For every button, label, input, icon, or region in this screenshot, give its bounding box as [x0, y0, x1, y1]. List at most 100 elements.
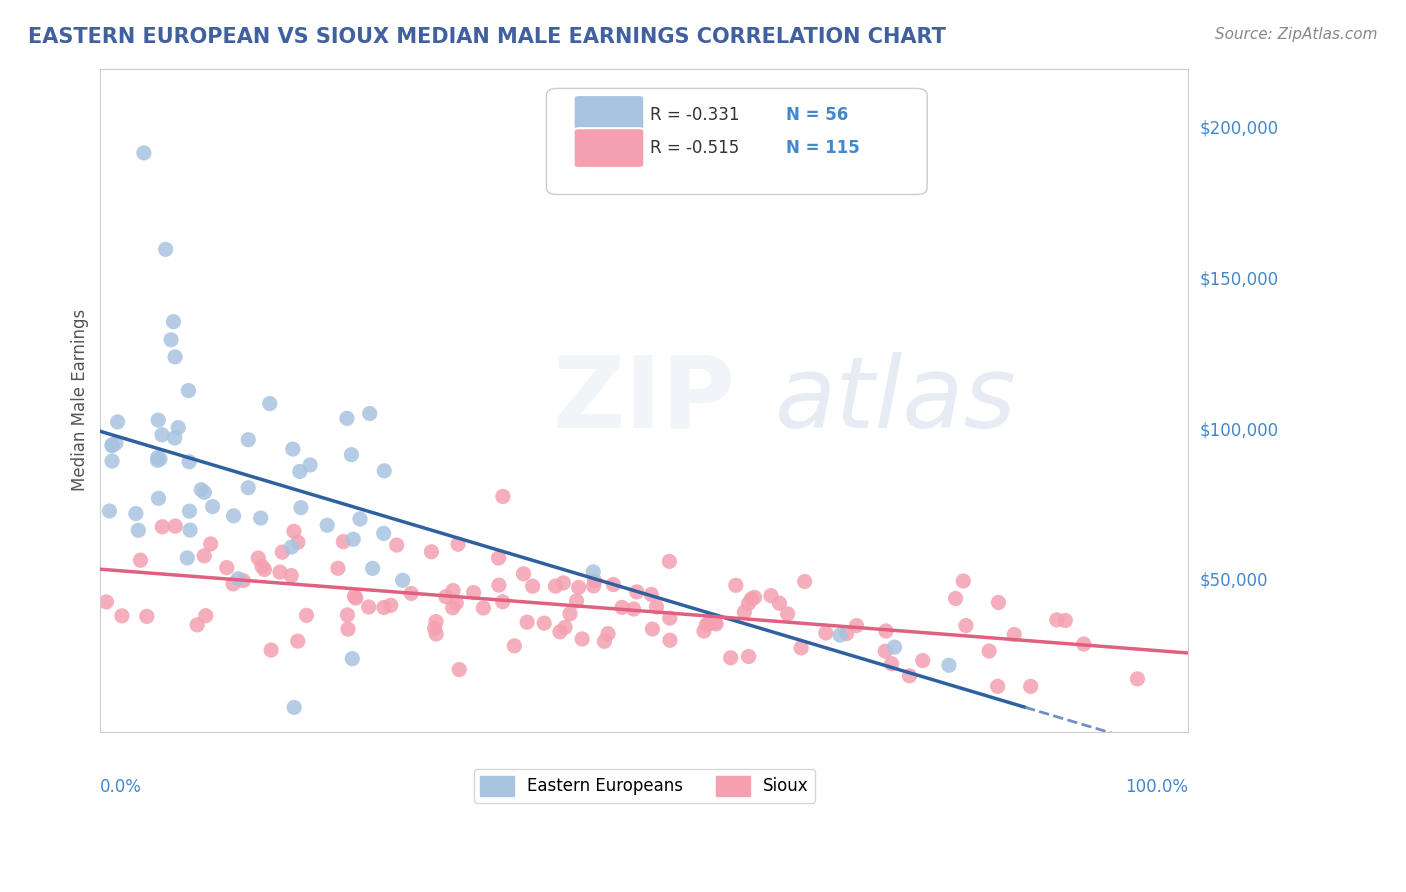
Point: [177, 384, 200, 398]
Point: [111, 608, 134, 623]
Point: [703, 615, 725, 630]
Point: [987, 595, 1010, 609]
Point: [492, 490, 515, 504]
Point: [768, 596, 790, 610]
Point: [391, 574, 413, 588]
Point: [160, 333, 183, 347]
Point: [1046, 613, 1069, 627]
Point: [179, 455, 201, 469]
Point: [349, 512, 371, 526]
Point: [641, 622, 664, 636]
Point: [1019, 679, 1042, 693]
FancyBboxPatch shape: [547, 88, 927, 194]
Point: [880, 657, 903, 671]
Point: [344, 591, 367, 605]
Point: [186, 618, 208, 632]
Point: [283, 524, 305, 539]
Point: [132, 145, 155, 160]
Point: [96, 595, 118, 609]
Point: [269, 565, 291, 579]
Point: [658, 611, 681, 625]
Point: [503, 639, 526, 653]
Point: [232, 574, 254, 588]
Point: [316, 518, 339, 533]
Point: [380, 599, 402, 613]
Point: [444, 596, 467, 610]
Point: [148, 491, 170, 506]
Point: [250, 559, 273, 574]
Point: [596, 626, 619, 640]
Point: [222, 508, 245, 523]
Point: [238, 481, 260, 495]
Text: $200,000: $200,000: [1199, 120, 1278, 137]
Point: [288, 465, 311, 479]
Point: [423, 621, 446, 635]
Point: [441, 600, 464, 615]
Point: [342, 651, 364, 665]
Point: [558, 607, 581, 621]
Point: [835, 626, 858, 640]
Point: [215, 560, 238, 574]
Point: [167, 420, 190, 434]
Point: [898, 669, 921, 683]
Point: [253, 562, 276, 576]
Point: [373, 526, 395, 541]
Point: [295, 608, 318, 623]
Point: [98, 504, 121, 518]
Point: [845, 618, 868, 632]
Point: [179, 504, 201, 518]
Point: [162, 315, 184, 329]
Point: [472, 601, 495, 615]
Point: [101, 454, 124, 468]
Text: N = 115: N = 115: [786, 139, 859, 157]
Point: [287, 634, 309, 648]
Point: [449, 663, 471, 677]
Point: [658, 554, 681, 568]
Point: [104, 436, 127, 450]
Point: [260, 643, 283, 657]
Point: [695, 617, 717, 632]
Point: [554, 620, 576, 634]
Point: [222, 577, 245, 591]
Point: [593, 634, 616, 648]
Point: [512, 566, 534, 581]
Point: [434, 590, 457, 604]
Point: [693, 624, 716, 638]
Point: [101, 439, 124, 453]
Point: [565, 594, 588, 608]
Text: $100,000: $100,000: [1199, 421, 1278, 439]
Y-axis label: Median Male Earnings: Median Male Earnings: [72, 309, 89, 491]
Point: [336, 411, 359, 425]
Point: [336, 607, 359, 622]
Point: [155, 243, 177, 257]
Text: Source: ZipAtlas.com: Source: ZipAtlas.com: [1215, 27, 1378, 42]
Point: [165, 519, 187, 533]
Point: [101, 438, 124, 452]
Text: $50,000: $50,000: [1199, 572, 1268, 590]
Point: [938, 658, 960, 673]
Point: [425, 627, 447, 641]
Point: [1073, 637, 1095, 651]
Point: [463, 585, 485, 599]
Point: [193, 549, 215, 563]
Point: [149, 451, 172, 466]
Point: [830, 628, 852, 642]
Point: [127, 524, 149, 538]
Point: [1126, 672, 1149, 686]
Point: [776, 607, 799, 621]
Point: [548, 624, 571, 639]
Point: [583, 574, 606, 588]
Point: [373, 600, 395, 615]
Point: [357, 599, 380, 614]
Point: [129, 553, 152, 567]
Point: [544, 579, 567, 593]
Point: [340, 448, 363, 462]
Point: [281, 442, 304, 456]
Point: [571, 632, 593, 646]
Point: [759, 589, 782, 603]
Point: [704, 616, 727, 631]
Point: [280, 540, 302, 554]
Point: [193, 485, 215, 500]
Point: [146, 453, 169, 467]
Point: [179, 523, 201, 537]
